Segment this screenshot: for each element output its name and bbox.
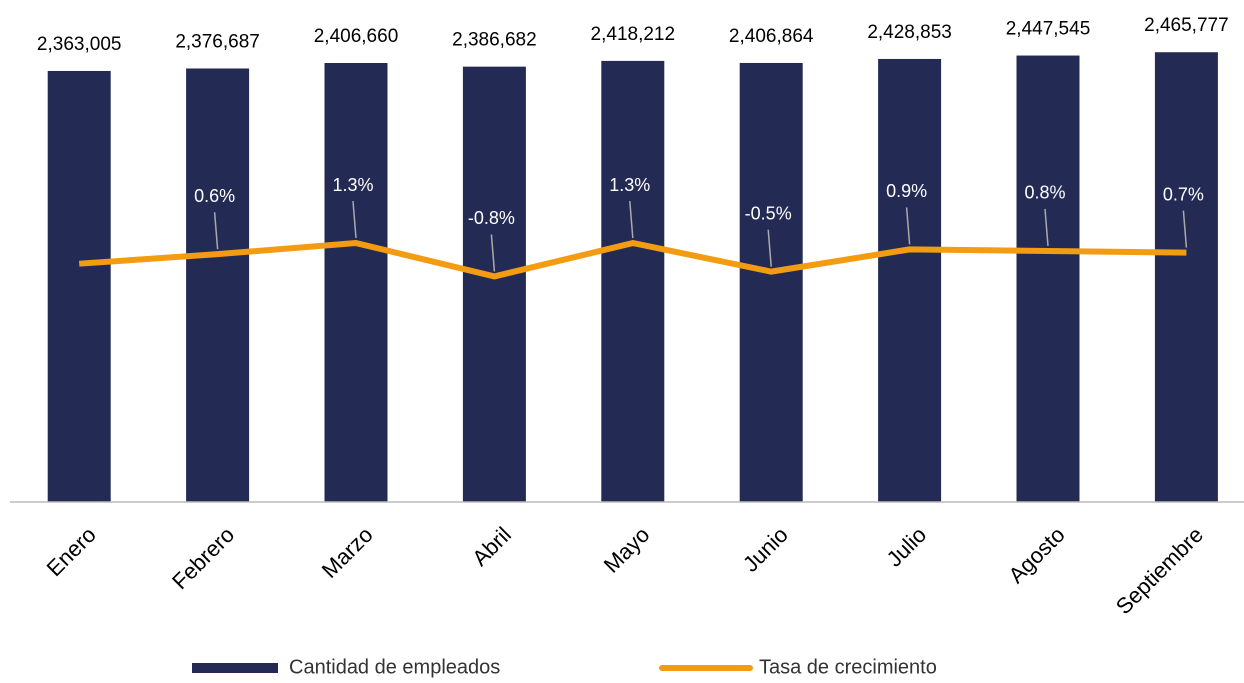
x-tick-label: Agosto (1004, 522, 1070, 588)
x-tick-label: Marzo (317, 522, 378, 583)
bar-value-label: 2,418,212 (591, 24, 676, 45)
legend-swatch (192, 663, 278, 673)
bar-value-label: 2,386,682 (452, 30, 537, 51)
bar (601, 60, 665, 503)
leader-line (905, 207, 911, 245)
leader-line (1182, 210, 1188, 248)
leader-line (490, 234, 496, 272)
legend-label: Tasa de crecimiento (759, 656, 937, 678)
x-tick-label: Febrero (167, 522, 239, 594)
line-value-label: 0.9% (886, 181, 927, 201)
growth-line (78, 240, 1187, 280)
bar (324, 63, 388, 503)
x-tick-label: Julio (882, 522, 932, 572)
bar-value-label: 2,363,005 (37, 34, 122, 55)
line-value-label: 0.8% (1024, 183, 1065, 203)
x-tick-label: Mayo (599, 522, 655, 578)
bar-value-label: 2,447,545 (1006, 19, 1091, 40)
bar (739, 62, 803, 502)
leader-line (1044, 208, 1049, 247)
x-tick-label: Junio (738, 522, 793, 577)
leader-line (213, 212, 219, 250)
line-value-label: 0.7% (1163, 184, 1204, 204)
leader-line (352, 200, 357, 239)
bar (47, 70, 111, 502)
bar-value-label: 2,465,777 (1144, 15, 1229, 36)
bar-value-label: 2,406,864 (729, 26, 814, 47)
bar (1016, 55, 1080, 503)
x-tick-label: Abril (467, 522, 516, 571)
line-value-label: 0.6% (194, 186, 235, 206)
leader-line (767, 229, 772, 267)
bar (462, 66, 526, 503)
line-value-label: -0.5% (745, 203, 792, 223)
x-tick-label: Septiembre (1111, 522, 1208, 619)
x-tick-label: Enero (42, 522, 101, 581)
leader-line (629, 200, 634, 239)
bar-value-label: 2,428,853 (867, 22, 952, 43)
bar-value-label: 2,376,687 (175, 31, 260, 52)
bar (186, 68, 250, 503)
legend-label: Cantidad de empleados (289, 656, 500, 678)
line-value-label: 1.3% (332, 175, 373, 195)
bar (1154, 52, 1218, 503)
line-value-label: -0.8% (468, 208, 515, 228)
bar-value-label: 2,406,660 (314, 26, 399, 47)
line-value-label: 1.3% (609, 175, 650, 195)
bar (878, 58, 942, 502)
